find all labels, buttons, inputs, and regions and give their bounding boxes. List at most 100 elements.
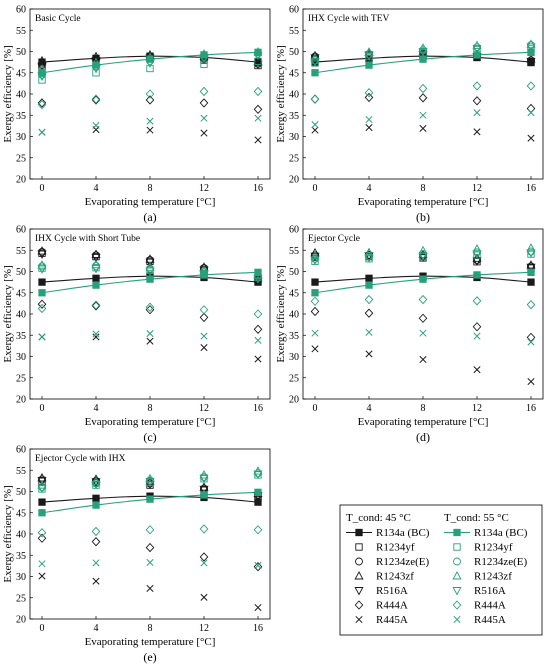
- data-point: [365, 350, 373, 358]
- panel-letter: (c): [143, 430, 156, 444]
- chart-panel-a: 20 25 30 35 40 45 50 55 60 0 4 8 12 16 Evaporating tem…: [2, 5, 271, 224]
- data-point: [418, 43, 428, 52]
- y-tick-label: 55: [16, 26, 26, 37]
- data-point: [253, 466, 263, 475]
- data-point: [311, 345, 319, 353]
- y-tick-label: 55: [289, 246, 299, 257]
- y-tick-label: 30: [16, 132, 26, 143]
- data-point: [199, 469, 209, 479]
- y-tick-label: 55: [16, 246, 26, 257]
- y-axis-title: Exergy efficiency [%]: [2, 485, 14, 582]
- legend-label: R444A: [474, 600, 506, 612]
- y-axis-title: Exergy efficiency [%]: [2, 45, 14, 142]
- data-point: [91, 95, 101, 105]
- data-point: [92, 559, 100, 567]
- legend-label: R1243zf: [474, 571, 512, 583]
- data-point: [200, 114, 208, 122]
- data-point: [37, 477, 47, 486]
- data-point: [527, 56, 535, 65]
- chart-panel-e: 20 25 30 35 40 45 50 55 60 0 4 8 12 16 Evaporating tem…: [2, 445, 271, 664]
- data-point: [526, 243, 536, 252]
- data-point: [364, 247, 374, 257]
- chart-panel-d: 20 25 30 35 40 45 50 55 60 0 4 8 12 16 Evaporating tem…: [275, 225, 544, 444]
- data-point: [145, 258, 155, 268]
- x-tick-label: 8: [148, 183, 153, 194]
- data-point: [254, 57, 262, 65]
- y-tick-label: 25: [289, 373, 299, 384]
- y-tick-label: 60: [289, 5, 299, 16]
- data-point: [254, 114, 262, 122]
- x-axis-title: Evaporating temperature [°C]: [85, 416, 216, 428]
- y-tick-label: 40: [16, 530, 26, 541]
- y-tick-label: 35: [16, 331, 26, 342]
- data-point: [91, 480, 101, 490]
- legend-entry-55: R1234yf: [453, 542, 513, 554]
- data-point: [146, 337, 154, 345]
- data-point: [310, 296, 320, 306]
- legend-marker: [452, 571, 462, 580]
- data-point: [472, 296, 482, 306]
- x-tick-label: 0: [313, 403, 318, 414]
- data-point: [526, 249, 536, 258]
- legend-marker: [354, 600, 364, 610]
- legend-entry-45: R1234ze(E): [355, 556, 429, 568]
- data-point: [310, 52, 320, 62]
- data-point: [38, 572, 46, 580]
- data-point: [364, 294, 374, 305]
- y-tick-label: 20: [16, 175, 26, 186]
- legend-entry-45: R444A: [354, 600, 408, 612]
- data-point: [91, 65, 101, 74]
- data-point: [526, 103, 536, 114]
- data-point: [365, 274, 373, 282]
- data-point: [37, 260, 47, 269]
- x-tick-label: 4: [94, 183, 99, 194]
- data-point: [200, 60, 208, 68]
- legend-entry-45: R1243zf: [354, 571, 414, 583]
- data-point: [418, 313, 428, 323]
- data-point: [311, 69, 319, 77]
- plot-frame: [29, 8, 271, 180]
- legend-marker: [355, 543, 363, 551]
- data-point: [92, 330, 100, 338]
- x-tick-label: 0: [40, 183, 45, 194]
- data-point: [253, 562, 263, 572]
- data-point: [472, 96, 482, 106]
- data-point: [199, 524, 209, 534]
- y-tick-label: 45: [16, 68, 26, 79]
- data-point: [527, 134, 535, 142]
- x-tick-label: 16: [253, 623, 263, 634]
- data-point: [92, 274, 100, 282]
- data-point: [364, 88, 374, 98]
- x-tick-label: 0: [40, 403, 45, 414]
- data-point: [527, 109, 535, 117]
- data-point: [146, 275, 154, 283]
- data-point: [146, 117, 154, 125]
- y-tick-label: 55: [289, 26, 299, 37]
- data-point: [254, 336, 262, 344]
- legend-entry-45: R1234yf: [355, 542, 415, 554]
- x-tick-label: 0: [40, 623, 45, 634]
- legend-entry-55: R516A: [452, 585, 506, 597]
- data-point: [311, 126, 319, 134]
- data-point: [145, 254, 155, 263]
- data-point: [91, 476, 101, 485]
- data-point: [472, 40, 482, 49]
- data-point: [37, 62, 47, 71]
- chart-panel-b: 20 25 30 35 40 45 50 55 60 0 4 8 12 16 Evaporating tem…: [275, 5, 544, 224]
- data-point: [37, 246, 47, 255]
- panel-title: Basic Cycle: [35, 14, 81, 24]
- legend-entry-55: R134a (BC): [444, 527, 528, 539]
- legend-marker: [452, 587, 462, 596]
- y-tick-label: 60: [16, 445, 26, 456]
- legend-label: R445A: [474, 614, 506, 626]
- data-point: [91, 265, 101, 274]
- data-point: [92, 577, 100, 585]
- x-tick-label: 12: [199, 623, 209, 634]
- data-point: [146, 329, 154, 338]
- legend-header-45: T_cond: 45 °C: [346, 512, 411, 524]
- y-tick-label: 50: [16, 47, 26, 58]
- data-point: [472, 81, 482, 91]
- y-tick-label: 35: [16, 551, 26, 562]
- y-tick-label: 20: [16, 615, 26, 626]
- data-point: [200, 344, 208, 352]
